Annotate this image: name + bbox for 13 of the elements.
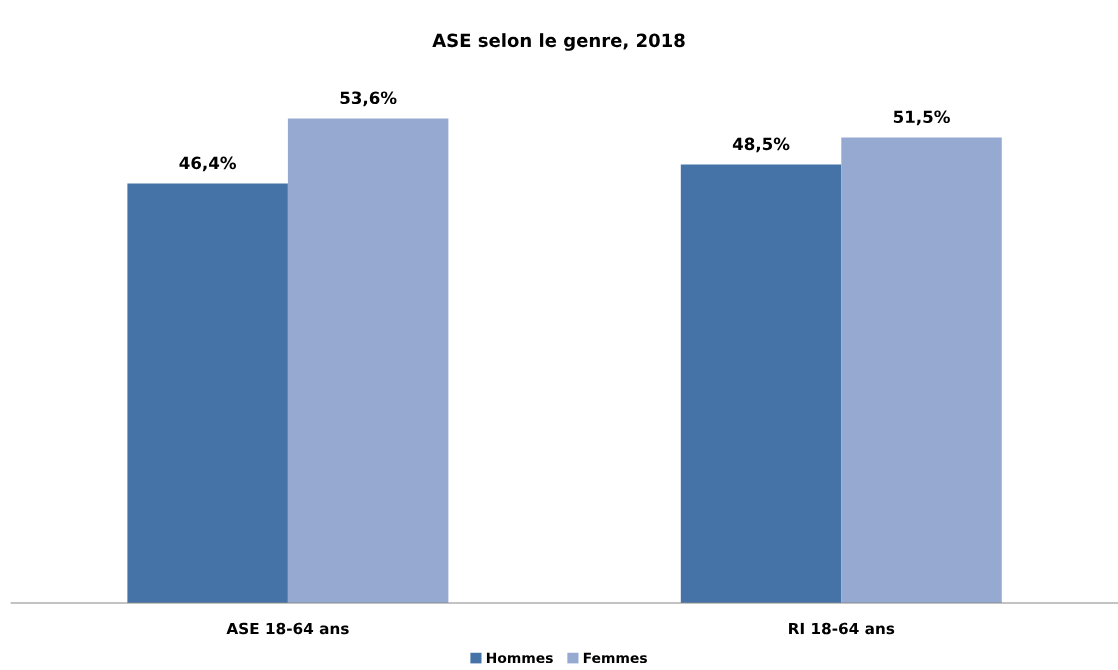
data-label: 46,4%	[179, 156, 237, 172]
x-tick-label: RI 18-64 ans	[789, 622, 895, 635]
bar	[287, 118, 449, 603]
legend-label: Femmes	[583, 652, 647, 664]
data-label: 53,6%	[340, 91, 397, 107]
bar	[680, 164, 842, 603]
data-label: 51,5%	[893, 110, 950, 126]
x-tick-label: ASE 18-64 ans	[226, 622, 349, 635]
chart-title: ASE selon le genre, 2018	[432, 33, 685, 51]
bar	[127, 183, 288, 603]
bar	[841, 137, 1002, 603]
legend-label: Hommes	[486, 652, 553, 664]
data-label: 48,5%	[732, 137, 790, 153]
